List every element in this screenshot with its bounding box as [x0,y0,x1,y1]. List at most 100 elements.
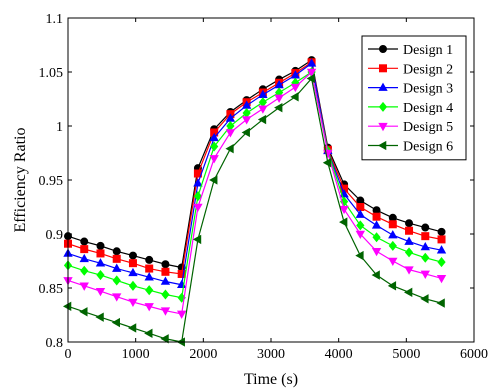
data-point [437,227,446,236]
data-point [160,307,171,316]
data-point [290,83,301,93]
data-point [404,247,414,258]
data-point [144,272,154,281]
data-point [145,264,154,273]
x-tick-label: 0 [65,347,72,362]
data-point [420,294,429,304]
data-point [128,267,138,277]
data-point [388,257,398,267]
data-point [388,240,397,251]
data-point [95,287,106,297]
legend-entry: Design 1 [368,43,453,58]
data-point [258,105,268,114]
data-point [405,219,414,228]
series-4 [63,66,446,303]
data-point [405,226,414,235]
data-point [356,220,365,231]
data-point [306,73,315,84]
data-point [372,232,381,243]
y-tick-label: 0.95 [39,174,64,189]
data-point [437,235,446,244]
data-point [241,127,250,138]
data-point [80,245,89,254]
data-point [274,102,283,113]
data-point [356,202,365,211]
data-point [420,270,430,279]
data-point [193,203,203,213]
data-point [372,212,381,221]
data-point [161,289,170,300]
plot-area [62,56,447,347]
data-point [112,247,121,256]
data-point [355,250,364,261]
data-point [161,267,170,276]
data-point [421,232,430,241]
data-point [144,303,154,312]
data-point [420,241,430,251]
data-point [144,328,153,339]
series-6 [62,73,445,347]
data-point [306,58,317,67]
data-point [225,129,236,138]
x-tick-label: 2000 [189,347,217,362]
data-point [95,258,106,267]
legend-entry: Design 3 [368,82,453,97]
data-point [145,285,154,296]
legend-label: Design 1 [403,43,453,58]
data-point [161,260,170,269]
y-tick-label: 0.9 [46,228,64,243]
data-point [404,266,414,275]
data-point [112,263,122,272]
data-point [306,68,317,78]
data-point [62,301,72,312]
legend-label: Design 4 [403,101,453,116]
data-point [404,287,413,298]
data-point [96,270,105,281]
data-point [127,323,137,333]
x-tick-label: 6000 [460,347,488,362]
data-point [436,245,447,254]
x-tick-label: 1000 [122,347,150,362]
data-point [128,259,137,268]
y-tick-label: 1.05 [39,66,64,81]
data-point [112,275,121,286]
data-point [388,220,397,229]
legend-label: Design 6 [403,140,453,155]
legend-box [361,35,467,161]
y-tick-label: 0.85 [39,282,64,297]
data-point [387,281,397,291]
legend-entry: Design 5 [368,120,453,135]
y-tick-label: 1 [56,120,63,135]
legend-entry: Design 4 [368,101,453,116]
legend-marker [378,82,388,91]
data-point [371,220,382,229]
legend-label: Design 5 [403,120,453,135]
data-point [145,255,154,264]
legend-marker [378,45,387,54]
data-point [209,155,219,164]
data-point [79,307,88,317]
data-point [192,234,202,245]
data-point [80,265,89,276]
data-point [404,236,414,245]
data-point [95,312,104,322]
data-point [371,247,382,257]
data-point [193,178,203,187]
data-point [160,334,169,344]
data-point [128,298,138,308]
legend-entry: Design 2 [368,62,453,77]
data-point [339,217,348,227]
data-point [257,114,267,125]
data-point [128,251,137,260]
legend-marker [378,101,388,112]
data-point [111,317,120,328]
data-point [79,253,89,263]
data-point [79,282,89,291]
data-point [421,252,430,263]
data-point [436,274,447,284]
data-point [322,158,332,168]
data-point [96,241,105,250]
data-point [371,270,380,280]
x-tick-label: 5000 [392,347,420,362]
x-tick-label: 4000 [325,347,353,362]
